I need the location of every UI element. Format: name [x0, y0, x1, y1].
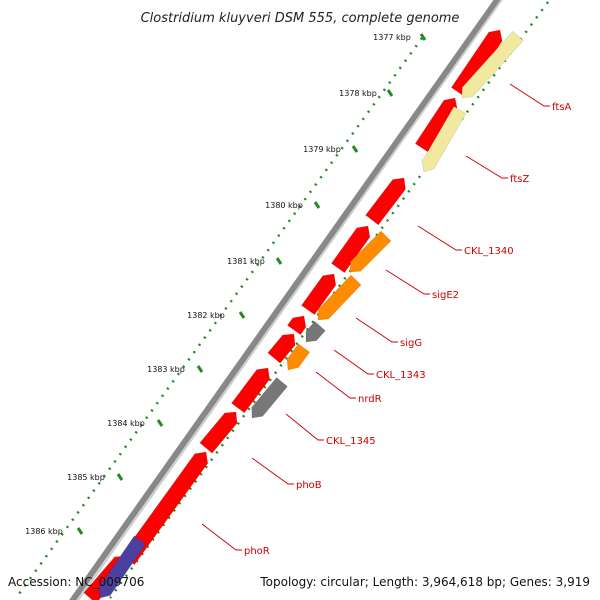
tick-mark [313, 201, 321, 209]
gene-block-forward [301, 273, 337, 316]
gene-block-reverse [349, 230, 392, 273]
gene-label: CKL_1345 [326, 436, 376, 447]
gene-label: phoR [244, 546, 270, 557]
tick-mark [116, 473, 124, 481]
tick-mark [156, 419, 164, 427]
gene-leader-line [251, 457, 294, 485]
tick-label: 1381 kbp [227, 257, 265, 266]
backbone-line [69, 0, 501, 600]
gene-label-group: ftsA ftsZ CKL_1340 sigE2 sigG CKL_1343 nrdR CKL… [201, 83, 571, 557]
gene-block-forward [331, 225, 371, 274]
gene-label: ftsA [552, 102, 571, 113]
gene-block-forward [287, 315, 307, 336]
gene-label: nrdR [358, 394, 382, 405]
backbone-highlight [77, 0, 503, 600]
tick-label: 1386 kbp [25, 527, 63, 536]
tick-label: 1378 kbp [339, 89, 377, 98]
gene-group [83, 29, 524, 600]
tick-mark [419, 33, 427, 41]
gene-leader-line [201, 523, 242, 551]
gene-label: CKL_1343 [376, 370, 426, 381]
gene-leader-line [465, 155, 508, 179]
map-title: Clostridium kluyveri DSM 555, complete g… [141, 11, 460, 26]
gene-leader-line [417, 225, 462, 251]
tick-label: 1380 kbp [265, 201, 303, 210]
outer-dotted-scale [14, 37, 424, 599]
tick-label: 1384 kbp [107, 419, 145, 428]
tick-mark [386, 89, 394, 97]
tick-label: 1382 kbp [187, 311, 225, 320]
gene-leader-line [385, 269, 430, 295]
tick-mark [351, 145, 359, 153]
gene-block-reverse [461, 30, 524, 99]
tick-label: 1377 kbp [373, 33, 411, 42]
gene-label: CKL_1340 [464, 246, 514, 257]
gene-label: sigE2 [432, 290, 459, 301]
gene-leader-line [509, 83, 550, 107]
gene-label: sigG [400, 338, 422, 349]
gene-block-reverse [305, 320, 326, 343]
gene-block-reverse [98, 535, 147, 599]
genome-summary-text: Topology: circular; Length: 3,964,618 bp… [259, 575, 590, 589]
gene-block-forward [365, 177, 406, 226]
gene-block-reverse [286, 343, 311, 371]
tick-mark [76, 527, 84, 535]
tick-label: 1383 kbp [147, 365, 185, 374]
gene-block-reverse [317, 274, 362, 321]
gene-block-forward [199, 411, 238, 454]
accession-text: Accession: NC_009706 [8, 575, 144, 589]
gene-leader-line [285, 413, 324, 441]
tick-label: 1385 kbp [67, 473, 105, 482]
tick-mark [275, 257, 283, 265]
gene-label: phoB [296, 480, 322, 491]
gene-label: ftsZ [510, 174, 529, 185]
gene-block-forward [267, 333, 296, 364]
gene-leader-line [355, 317, 398, 343]
tick-mark [238, 311, 246, 319]
tick-group: 1377 kbp 1378 kbp 1379 kbp 1380 kbp 1381 kbp… [25, 33, 427, 536]
tick-mark [196, 365, 204, 373]
gene-block-forward [231, 367, 270, 414]
gene-leader-line [333, 349, 374, 375]
gene-block-reverse [251, 377, 288, 419]
gene-leader-line [315, 371, 356, 399]
tick-label: 1379 kbp [303, 145, 341, 154]
gene-block-reverse [421, 106, 467, 173]
